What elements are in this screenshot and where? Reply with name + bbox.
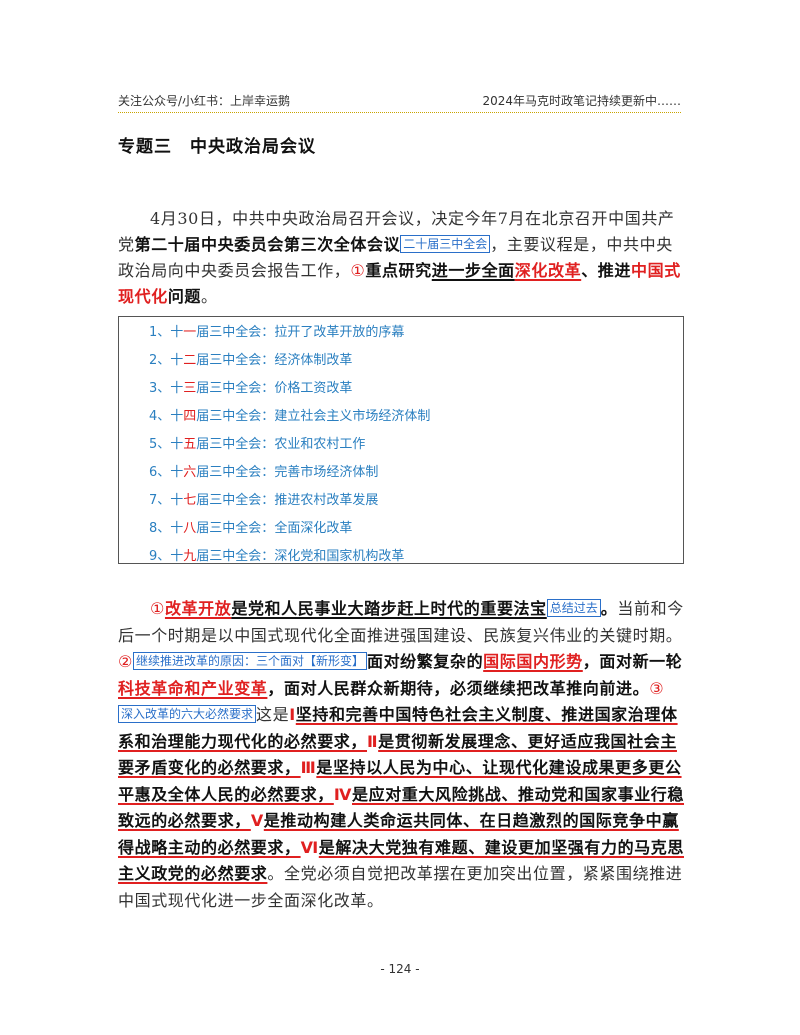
text-run: 。全党必须自觉把改革摆在更加突出位置，紧紧围绕推进中国式现代化进一步全面深化改革… bbox=[118, 864, 683, 910]
red-underlined-text: 是解决大党独有难题、建设更加坚强有力的马克思主义政党的必然要求 bbox=[118, 837, 684, 884]
list-item: 2、十二届三中全会：经济体制改革 bbox=[149, 353, 353, 368]
list-item: 6、十六届三中全会：完善市场经济体制 bbox=[149, 465, 379, 480]
highlight-text: 第二十届中央委员会第三次全体会议 bbox=[134, 235, 401, 254]
circled-number: ① bbox=[350, 261, 366, 280]
underlined-text: 进一步全面 bbox=[431, 261, 515, 280]
text-run: 当前和今后一个时期是以中国式现代化全面推进强国建设、民族复兴伟业的关键时期。 bbox=[118, 599, 684, 645]
red-underlined-text: 科技革命和产业变革 bbox=[118, 678, 268, 698]
circled-number: ① bbox=[150, 599, 165, 618]
text-run: 4月30日，中共中央政治局召开会议，决定今年7月在北京召开中国共产党 bbox=[118, 209, 675, 254]
circled-number: ② bbox=[118, 652, 133, 671]
highlight-text: 面对纷繁复杂的 bbox=[366, 652, 484, 671]
roman-numeral: Ⅱ bbox=[367, 731, 379, 751]
list-item: 5、十五届三中全会：农业和农村工作 bbox=[149, 437, 366, 452]
annotation-box: 二十届三中全会 bbox=[400, 235, 491, 253]
list-item: 8、十八届三中全会：全面深化改革 bbox=[149, 521, 353, 536]
section-title-name: 中央政治局会议 bbox=[190, 137, 316, 157]
annotation-box: 继续推进改革的原因：三个面对【新形变】 bbox=[132, 652, 367, 670]
text-run: ，主要议程是，中共中央政治局向中央委员会报告工作， bbox=[118, 235, 673, 280]
intro-paragraph: 4月30日，中共中央政治局召开会议，决定今年7月在北京召开中国共产党第二十届中央… bbox=[118, 206, 686, 310]
highlight-text: ，面对人民群众新期待，必须继续把改革推向前进。 bbox=[267, 678, 650, 698]
red-underlined-text: 是推动构建人类命运共同体、在日趋激烈的国际竞争中赢得战略主动的必然要求， bbox=[118, 811, 679, 857]
red-underlined-text: 是贯彻新发展理念、更好适应我国社会主要矛盾变化的必然要求， bbox=[118, 731, 677, 778]
text-run: 。 bbox=[201, 287, 218, 306]
list-item: 4、十四届三中全会：建立社会主义市场经济体制 bbox=[149, 409, 431, 424]
roman-numeral: Ⅵ bbox=[300, 837, 319, 857]
list-item: 1、十一届三中全会：拉开了改革开放的序幕 bbox=[149, 325, 405, 340]
circled-number: ③ bbox=[649, 678, 665, 698]
list-item: 3、十三届三中全会：价格工资改革 bbox=[149, 381, 353, 396]
highlight-text: 、推进 bbox=[581, 261, 631, 280]
reform-paragraph: ①改革开放是党和人民事业大踏步赶上时代的重要法宝 总结过去 。当前和今后一个时期是以… bbox=[118, 596, 686, 914]
highlight-text: ，面对新一轮 bbox=[582, 652, 683, 671]
list-item: 7、十七届三中全会：推进农村改革发展 bbox=[149, 493, 379, 508]
red-underlined-text: 是坚持以人民为中心、让现代化建设成果更多更公平惠及全体人民的必然要求， bbox=[118, 758, 682, 804]
header-right-text: 2024年马克时政笔记持续更新中…… bbox=[482, 94, 681, 108]
list-item: 9、十九届三中全会：深化党和国家机构改革 bbox=[149, 549, 405, 564]
highlight-text: 重点研究 bbox=[365, 261, 432, 280]
annotation-box: 深入改革的六大必然要求 bbox=[118, 705, 257, 723]
section-title-number: 专题三 bbox=[118, 137, 172, 157]
red-underlined-text: 是应对重大风险挑战、推动党和国家事业行稳致远的必然要求， bbox=[118, 784, 685, 831]
page-header: 关注公众号/小红书：上岸幸运鹅 2024年马克时政笔记持续更新中…… bbox=[118, 90, 681, 113]
text-run: 这是 bbox=[256, 705, 290, 724]
red-underlined-text: 改革开放 bbox=[164, 599, 232, 618]
roman-numeral: Ⅴ bbox=[250, 811, 264, 830]
highlight-text: 。 bbox=[600, 599, 618, 618]
red-underlined-text: 坚持和完善中国特色社会主义制度、推进国家治理体系和治理能力现代化的必然要求， bbox=[118, 705, 678, 751]
page-number: - 124 - bbox=[380, 962, 420, 976]
header-left-text: 关注公众号/小红书：上岸幸运鹅 bbox=[118, 94, 291, 108]
roman-numeral: Ⅳ bbox=[333, 784, 352, 804]
roman-numeral: Ⅲ bbox=[300, 758, 317, 777]
plenum-list-box: 1、十一届三中全会：拉开了改革开放的序幕 2、十二届三中全会：经济体制改革 3、… bbox=[118, 316, 684, 564]
red-underlined-text: 国际国内形势 bbox=[483, 652, 583, 671]
red-underlined-text: 深化改革 bbox=[514, 261, 582, 280]
roman-numeral: Ⅰ bbox=[289, 705, 296, 724]
underlined-text: 是党和人民事业大踏步赶上时代的重要法宝 bbox=[231, 599, 547, 618]
red-text: 中国式现代化 bbox=[118, 261, 681, 306]
annotation-box: 总结过去 bbox=[546, 599, 601, 617]
section-title: 专题三 中央政治局会议 bbox=[118, 132, 316, 157]
highlight-text: 问题 bbox=[167, 287, 202, 306]
